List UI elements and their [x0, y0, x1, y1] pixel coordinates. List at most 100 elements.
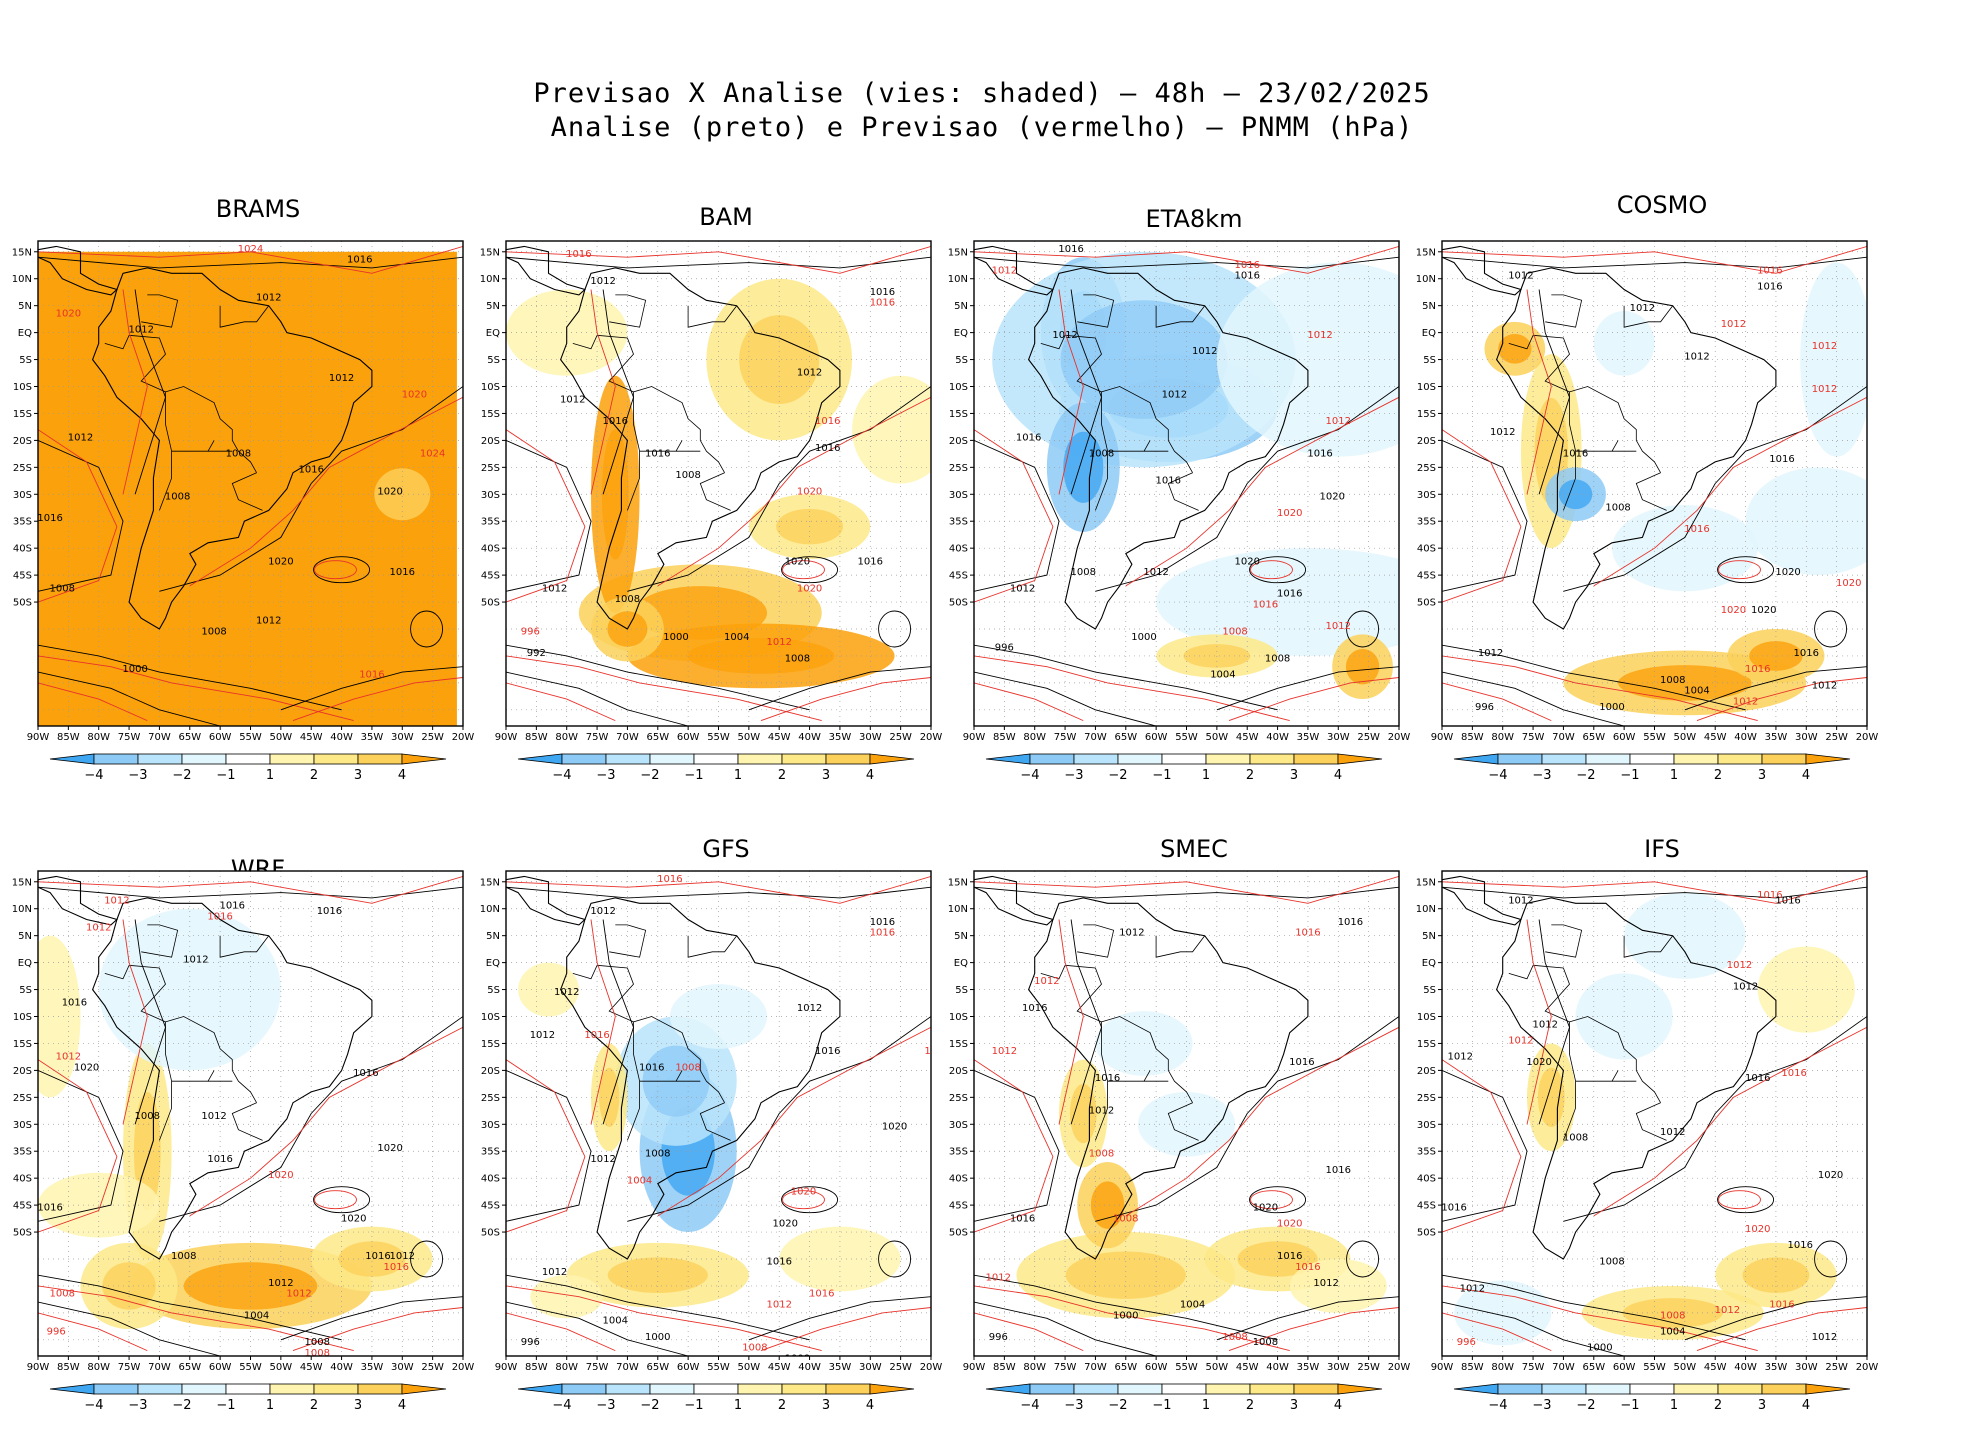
colorbar-tick-label: −3 — [596, 768, 615, 783]
y-tick-label: 10S — [13, 1012, 32, 1023]
contour-label: 1020 — [402, 389, 427, 400]
y-tick-label: 5S — [955, 985, 968, 996]
y-tick-label: EQ — [18, 958, 32, 969]
bias-shading — [1237, 1241, 1318, 1277]
contour-label: 1016 — [1441, 1203, 1466, 1214]
x-tick-label: 65W — [646, 1362, 669, 1373]
bias-shading — [1624, 892, 1746, 979]
x-tick-label: 55W — [1643, 732, 1666, 743]
contour-label: 1016 — [815, 443, 840, 454]
isobar-line — [974, 875, 1399, 904]
colorbar-tick-label: −2 — [1108, 768, 1127, 783]
x-tick-label: 20W — [1856, 732, 1879, 743]
isobar-high — [313, 1186, 371, 1214]
isobar-line — [38, 655, 354, 722]
y-tick-label: 50S — [13, 1228, 32, 1239]
colorbar-tick-label: −3 — [128, 1398, 147, 1413]
colorbar-segment — [401, 753, 447, 765]
colorbar-tick-label: 3 — [1290, 1398, 1298, 1413]
y-tick-label: 20S — [481, 1066, 500, 1077]
colorbar-segment — [1585, 753, 1631, 765]
contour-label: 1020 — [791, 1186, 816, 1197]
contour-label: 1012 — [1733, 696, 1758, 707]
main-title-line-2: Analise (preto) e Previsao (vermelho) – … — [550, 112, 1414, 143]
bias-shading — [1090, 1181, 1125, 1229]
x-tick-label: 85W — [1461, 732, 1484, 743]
isobar-line — [1442, 655, 1758, 722]
map-area: 1016101210161016101210121016101610161016… — [506, 241, 931, 726]
colorbar-segment — [737, 1383, 783, 1395]
contour-label: 1012 — [1313, 1278, 1338, 1289]
isobar-line — [748, 666, 931, 711]
isobar-line — [974, 1285, 1290, 1352]
bias-shading — [1742, 1257, 1810, 1293]
colorbar-segment — [49, 753, 95, 765]
contour-label: 1016 — [347, 255, 372, 266]
isobar-line — [974, 1059, 1054, 1233]
x-tick-label: 40W — [330, 732, 353, 743]
isobar-line — [189, 1026, 463, 1217]
x-tick-label: 25W — [889, 1362, 912, 1373]
country-border — [633, 386, 725, 473]
isobar-line — [189, 396, 463, 587]
x-tick-label: 40W — [1734, 1362, 1757, 1373]
bias-shading — [1558, 479, 1593, 510]
contour-label: 1016 — [1769, 1300, 1794, 1311]
contour-label: 1020 — [1751, 605, 1776, 616]
colorbar-segment — [1073, 753, 1119, 765]
isobar-line — [159, 386, 463, 592]
x-tick-label: 75W — [118, 732, 141, 743]
x-tick-label: 40W — [1266, 1362, 1289, 1373]
contour-label: 1020 — [785, 556, 810, 567]
country-border — [597, 334, 634, 393]
colorbar-segment — [985, 753, 1031, 765]
isobar-high — [781, 556, 839, 584]
isobar-line — [1442, 1301, 1625, 1356]
country-border — [1101, 386, 1193, 473]
contour-label: 1012 — [1447, 1052, 1472, 1063]
colorbar-tick-label: −3 — [1532, 768, 1551, 783]
country-border — [633, 1016, 725, 1103]
isobar-high — [1718, 1190, 1761, 1210]
colorbar-segment — [1761, 753, 1807, 765]
bias-shading — [1065, 1251, 1186, 1299]
contour-label: 1016 — [220, 901, 245, 912]
x-tick-label: 35W — [829, 732, 852, 743]
y-tick-label: 5N — [954, 931, 968, 942]
panel-title: GFS — [702, 835, 750, 863]
isobar-line — [1684, 1296, 1867, 1341]
contour-label: 1008 — [171, 1251, 196, 1262]
y-tick-label: 25S — [13, 1093, 32, 1104]
central-america-coastline — [38, 875, 118, 926]
x-tick-label: 65W — [1582, 1362, 1605, 1373]
contour-label: 1012 — [1162, 389, 1187, 400]
south-america-coastline — [559, 897, 841, 1260]
contour-label: 1012 — [1715, 1305, 1740, 1316]
contour-label: 1000 — [663, 632, 688, 643]
y-tick-label: 20S — [949, 436, 968, 447]
colorbar-tick-label: 1 — [266, 768, 274, 783]
isobar-line — [1563, 1016, 1867, 1222]
contour-label: 1012 — [256, 292, 281, 303]
isobar-line — [1563, 386, 1867, 592]
contour-label: 1004 — [1660, 1326, 1685, 1337]
isobar-high — [782, 1190, 825, 1210]
x-tick-label: 20W — [1388, 732, 1411, 743]
isobar-high — [313, 556, 371, 584]
south-america-coastline — [1027, 267, 1309, 630]
isobar-line — [1442, 245, 1867, 274]
country-border — [687, 305, 738, 328]
x-tick-label: 90W — [1431, 1362, 1454, 1373]
contour-label: 1016 — [1010, 1213, 1035, 1224]
contour-label: 996 — [1475, 702, 1494, 713]
country-border — [141, 294, 179, 328]
contour-label: 1012 — [1143, 567, 1168, 578]
y-tick-label: 20S — [1417, 436, 1436, 447]
isobar-line — [974, 439, 1060, 592]
contour-label: 1008 — [1089, 1149, 1114, 1160]
contour-label: 1008 — [615, 594, 640, 605]
isobar-andes — [134, 289, 166, 495]
contour-label: 1016 — [858, 556, 883, 567]
